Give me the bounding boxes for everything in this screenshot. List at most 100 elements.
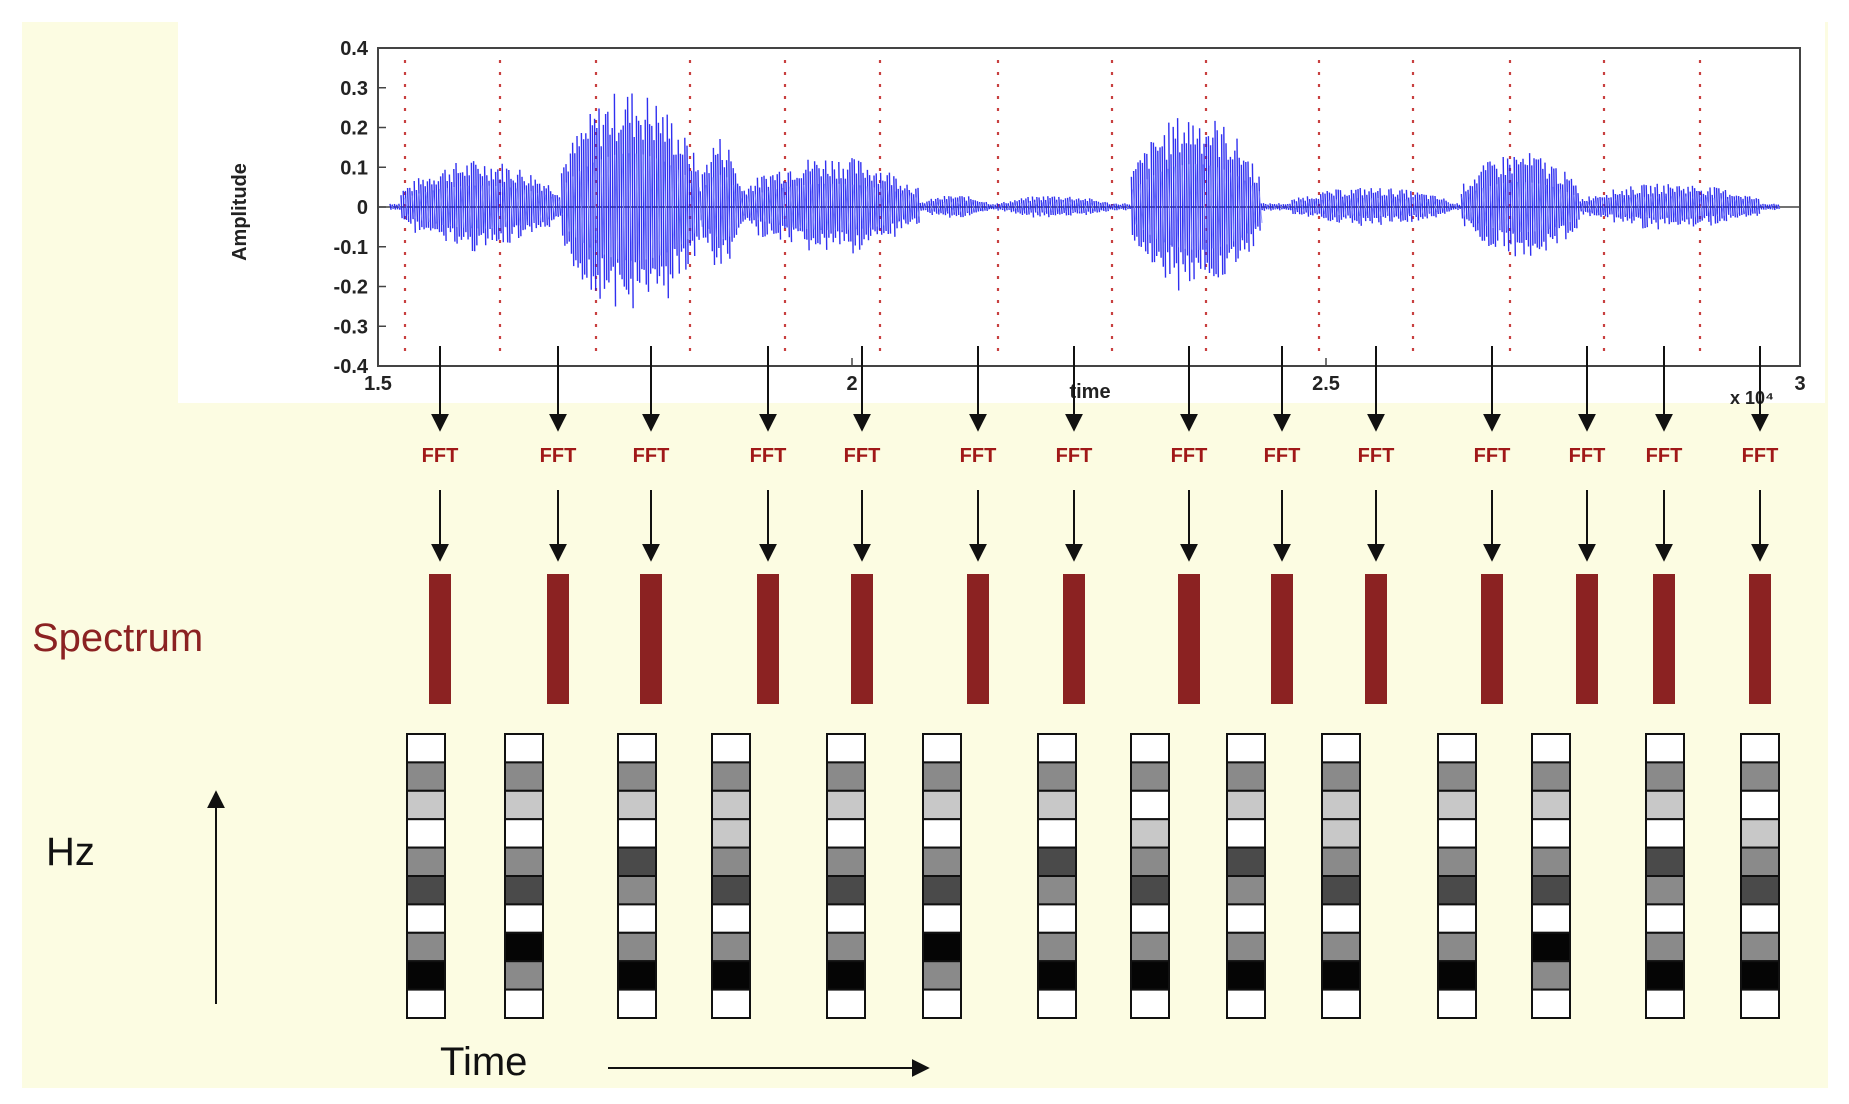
spectrogram-cell (1130, 903, 1170, 934)
spectrogram-cell (617, 818, 657, 849)
spectrogram-cell (826, 988, 866, 1019)
spectrogram-cell (406, 903, 446, 934)
spectrum-bar (1178, 574, 1200, 704)
fft-label: FFT (1056, 445, 1093, 467)
spectrogram-cell (826, 733, 866, 764)
spectrogram-cell (1740, 846, 1780, 877)
spectrogram-cell (1645, 960, 1685, 991)
spectrogram-columns (406, 733, 1780, 1019)
y-tick-label: 0.4 (340, 38, 369, 60)
spectrogram-cell (711, 789, 751, 821)
spectrogram-cell (1226, 988, 1266, 1019)
spectrogram-cell (406, 761, 446, 792)
spectrum-bar (547, 574, 569, 704)
spectrogram-cell (1531, 988, 1571, 1019)
spectrogram-cell (1740, 988, 1780, 1019)
spectrogram-cell (1740, 789, 1780, 821)
spectrogram-cell (1531, 846, 1571, 877)
fft-label: FFT (1646, 445, 1683, 467)
spectrum-bar (851, 574, 873, 704)
spectrogram-cell (1321, 931, 1361, 963)
spectrum-bar (1271, 574, 1293, 704)
x-tick-label: 1.5 (364, 373, 392, 395)
fft-label: FFT (540, 445, 577, 467)
spectrogram-cell (1740, 903, 1780, 934)
spectrogram-cell (1321, 818, 1361, 849)
spectrogram-cell (922, 931, 962, 963)
spectrogram-cell (1437, 789, 1477, 821)
y-tick-label: -0.2 (334, 277, 368, 299)
spectrogram-cell (1531, 761, 1571, 792)
x-scale-note: x 10⁴ (1730, 388, 1774, 408)
spectrogram-cell (922, 903, 962, 934)
spectrogram-cell (826, 931, 866, 963)
spectrogram-cell (406, 931, 446, 963)
spectrum-bar (640, 574, 662, 704)
fft-label: FFT (1264, 445, 1301, 467)
spectrogram-cell (406, 818, 446, 849)
spectrogram-cell (1130, 931, 1170, 963)
spectrogram-cell (1226, 846, 1266, 877)
spectrogram-cell (1437, 733, 1477, 764)
spectrum-bar (1063, 574, 1085, 704)
spectrogram-cell (711, 875, 751, 906)
spectrogram-cell (1645, 931, 1685, 963)
y-tick-label: -0.1 (334, 237, 368, 259)
spectrogram-cell (617, 960, 657, 991)
frame-boundary-lines (403, 60, 1702, 356)
y-tick-label: 0 (357, 197, 368, 219)
spectrogram-cell (617, 789, 657, 821)
fft-label: FFT (844, 445, 881, 467)
spectrogram-cell (1531, 789, 1571, 821)
spectrogram-cell (922, 733, 962, 764)
spectrum-bar (757, 574, 779, 704)
spectrogram-cell (1130, 733, 1170, 764)
spectrogram-cell (1037, 988, 1077, 1019)
spectrogram-cell (617, 733, 657, 764)
fft-label: FFT (960, 445, 997, 467)
spectrogram-cell (1531, 818, 1571, 849)
fft-label: FFT (1358, 445, 1395, 467)
fft-pipeline: FFT FFT FFT FFT FFT FFT FFT FFT FFT FFT FFT FFT FFT F… (422, 346, 1779, 704)
spectrum-bar (1481, 574, 1503, 704)
spectrogram-cell (711, 903, 751, 934)
spectrogram-cell (826, 789, 866, 821)
spectrogram-cell (1226, 733, 1266, 764)
spectrogram-cell (1437, 761, 1477, 792)
spectrogram-cell (1531, 733, 1571, 764)
fft-label: FFT (633, 445, 670, 467)
spectrogram-cell (1645, 761, 1685, 792)
spectrogram-cell (1321, 789, 1361, 821)
spectrogram-cell (711, 931, 751, 963)
spectrogram-cell (1130, 875, 1170, 906)
spectrogram-cell (1531, 903, 1571, 934)
spectrogram-cell (1130, 789, 1170, 821)
spectrogram-cell (406, 988, 446, 1019)
spectrogram-cell (1645, 846, 1685, 877)
spectrogram-cell (1321, 761, 1361, 792)
spectrogram-cell (1645, 903, 1685, 934)
spectrum-bar (967, 574, 989, 704)
spectrogram-cell (617, 903, 657, 934)
spectrogram-cell (1130, 988, 1170, 1019)
axis-arrows (207, 790, 930, 1077)
spectrogram-cell (504, 875, 544, 906)
spectrogram-cell (826, 761, 866, 792)
spectrogram-cell (504, 988, 544, 1019)
fft-label: FFT (1742, 445, 1779, 467)
fft-label: FFT (750, 445, 787, 467)
spectrogram-cell (1531, 960, 1571, 991)
spectrogram-cell (406, 960, 446, 991)
spectrogram-cell (1437, 818, 1477, 849)
spectrogram-cell (1321, 875, 1361, 906)
spectrogram-cell (1226, 931, 1266, 963)
spectrogram-cell (1740, 931, 1780, 963)
spectrogram-cell (504, 931, 544, 963)
spectrogram-cell (1226, 960, 1266, 991)
x-tick-label: 3 (1794, 373, 1805, 395)
spectrogram-cell (1037, 960, 1077, 991)
spectrogram-cell (1130, 761, 1170, 792)
waveform-signal (389, 93, 1781, 309)
y-tick-label: 0.1 (340, 157, 368, 179)
spectrogram-cell (406, 875, 446, 906)
